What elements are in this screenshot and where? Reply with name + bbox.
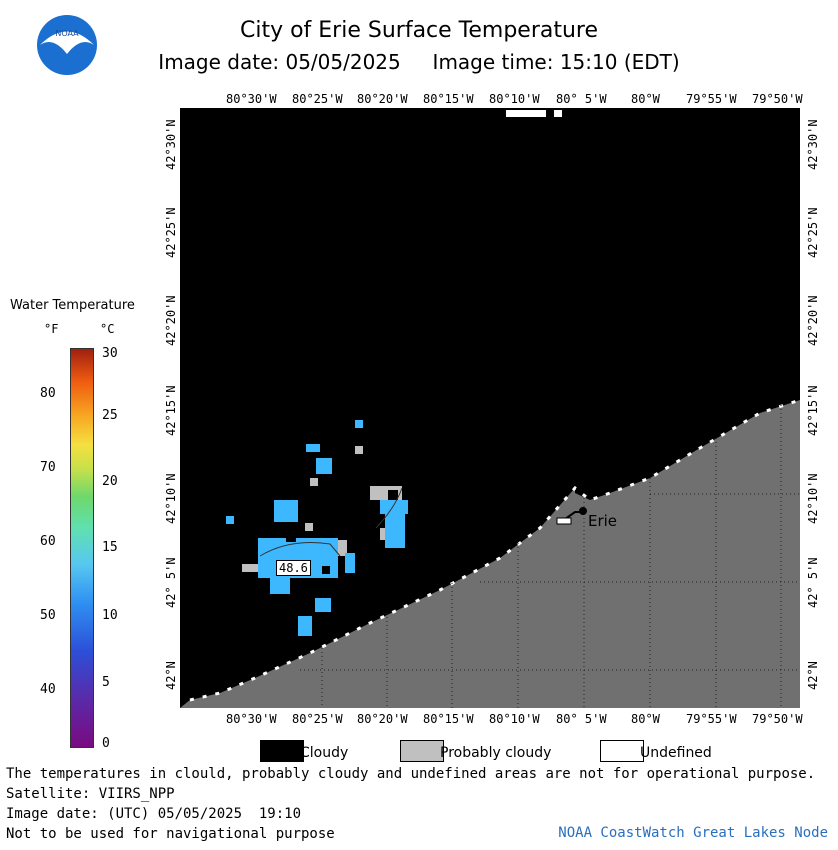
land-area xyxy=(180,400,800,708)
lon-label-top: 80°25'W xyxy=(292,92,343,106)
lat-label-left: 42°30'N xyxy=(164,119,178,170)
navigation-warning: Not to be used for navigational purpose xyxy=(6,826,335,842)
lon-label-bottom: 80°30'W xyxy=(226,712,277,726)
coastline xyxy=(189,398,800,702)
lat-label-left: 42°10'N xyxy=(164,473,178,524)
probably-cloudy-swatch xyxy=(400,740,444,762)
c-tick: 0 xyxy=(102,736,110,751)
lat-label-left: 42°N xyxy=(164,661,178,690)
lat-label-right: 42° 5'N xyxy=(806,557,820,608)
f-tick: 70 xyxy=(40,460,56,475)
lat-label-right: 42°10'N xyxy=(806,473,820,524)
lat-label-right: 42°15'N xyxy=(806,385,820,436)
lon-label-top: 80°15'W xyxy=(423,92,474,106)
lon-label-top: 80°10'W xyxy=(489,92,540,106)
unit-fahrenheit: °F xyxy=(44,322,59,336)
lon-label-bottom: 79°55'W xyxy=(686,712,737,726)
image-datetime: Image date: 05/05/2025 Image time: 15:10… xyxy=(158,50,680,74)
logo-text: NOAA xyxy=(55,29,79,38)
f-tick: 50 xyxy=(40,608,56,623)
cloudy-label: Cloudy xyxy=(300,745,349,761)
lon-label-top: 80°W xyxy=(631,92,660,106)
probably-cloudy-label: Probably cloudy xyxy=(440,745,552,761)
c-tick: 15 xyxy=(102,540,118,555)
lat-label-right: 42°30'N xyxy=(806,119,820,170)
lon-label-bottom: 80°20'W xyxy=(357,712,408,726)
lon-label-bottom: 79°50'W xyxy=(752,712,803,726)
f-tick: 80 xyxy=(40,386,56,401)
c-tick: 30 xyxy=(102,346,118,361)
lon-label-bottom: 80°15'W xyxy=(423,712,474,726)
lon-label-bottom: 80°25'W xyxy=(292,712,343,726)
cloudy-swatch xyxy=(260,740,304,762)
erie-point xyxy=(579,507,587,515)
temperature-map: Erie 48.6 xyxy=(180,108,800,708)
temperature-label: 48.6 xyxy=(276,560,311,576)
legend-units: °F °C xyxy=(44,322,124,336)
lon-label-bottom: 80° 5'W xyxy=(556,712,607,726)
lat-label-left: 42°15'N xyxy=(164,385,178,436)
noaa-logo: NOAA xyxy=(36,14,98,76)
utc-date: Image date: (UTC) 05/05/2025 19:10 xyxy=(6,806,302,822)
page-title: City of Erie Surface Temperature xyxy=(239,18,599,43)
water-temperature-pixels xyxy=(226,420,408,636)
legend-title: Water Temperature xyxy=(10,298,135,313)
lon-label-top: 79°50'W xyxy=(752,92,803,106)
lon-label-bottom: 80°W xyxy=(631,712,660,726)
lon-label-top: 80° 5'W xyxy=(556,92,607,106)
undefined-strip xyxy=(506,110,546,117)
undefined-swatch xyxy=(600,740,644,762)
satellite-info: Satellite: VIIRS_NPP xyxy=(6,786,175,802)
lat-label-left: 42° 5'N xyxy=(164,557,178,608)
credit-link[interactable]: NOAA CoastWatch Great Lakes Node xyxy=(558,825,828,841)
f-tick: 40 xyxy=(40,682,56,697)
lat-label-left: 42°25'N xyxy=(164,207,178,258)
lon-label-top: 79°55'W xyxy=(686,92,737,106)
temperature-colorbar xyxy=(70,348,94,748)
graticule xyxy=(300,405,800,708)
c-tick: 5 xyxy=(102,675,110,690)
c-tick: 20 xyxy=(102,474,118,489)
lat-label-left: 42°20'N xyxy=(164,295,178,346)
lat-label-right: 42°20'N xyxy=(806,295,820,346)
c-tick: 10 xyxy=(102,608,118,623)
city-label-erie: Erie xyxy=(588,512,618,530)
c-tick: 25 xyxy=(102,408,118,423)
lat-label-right: 42°25'N xyxy=(806,207,820,258)
lon-label-top: 80°30'W xyxy=(226,92,277,106)
lat-label-right: 42°N xyxy=(806,661,820,690)
unit-celsius: °C xyxy=(100,322,115,336)
disclaimer-text: The temperatures in clould, probably clo… xyxy=(6,766,816,782)
undefined-strip xyxy=(554,110,562,117)
undefined-label: Undefined xyxy=(640,745,712,761)
f-tick: 60 xyxy=(40,534,56,549)
lon-label-bottom: 80°10'W xyxy=(489,712,540,726)
lon-label-top: 80°20'W xyxy=(357,92,408,106)
